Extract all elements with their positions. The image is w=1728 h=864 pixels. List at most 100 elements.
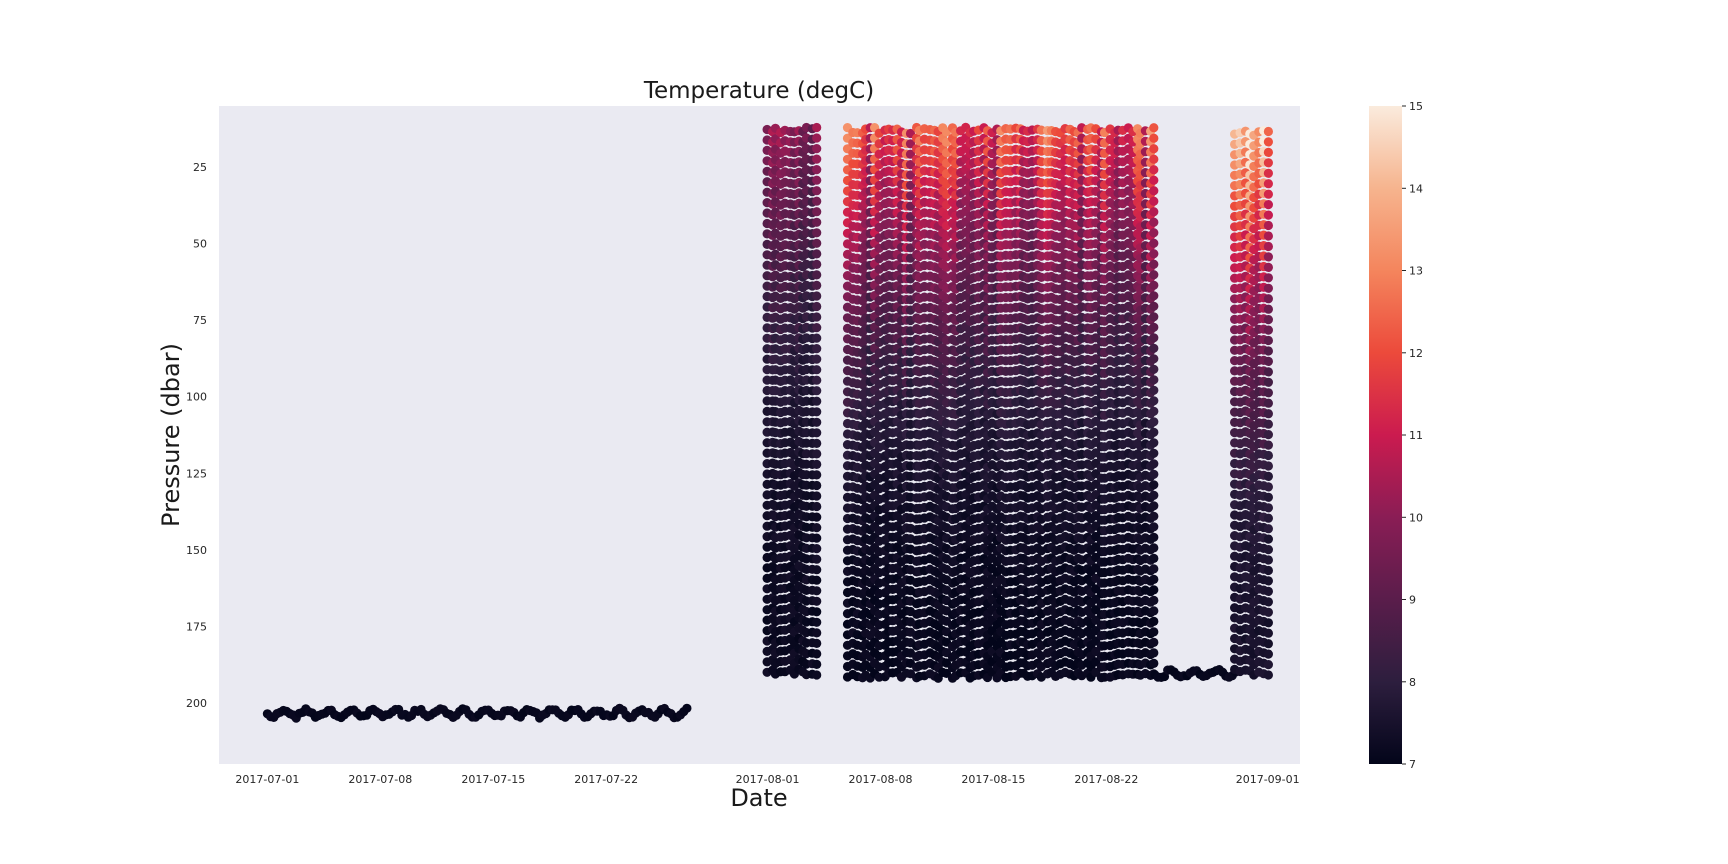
colorbar-tick-label: 7 bbox=[1409, 758, 1416, 771]
data-point bbox=[812, 228, 822, 238]
data-point bbox=[812, 217, 822, 227]
x-tick-label: 2017-07-15 bbox=[461, 773, 525, 786]
x-tick-label: 2017-08-22 bbox=[1074, 773, 1138, 786]
data-point bbox=[812, 386, 822, 396]
data-point bbox=[1149, 144, 1159, 154]
y-tick-label: 150 bbox=[186, 544, 207, 557]
data-point bbox=[812, 312, 822, 322]
data-point bbox=[812, 122, 822, 133]
data-point bbox=[1149, 333, 1159, 343]
data-point bbox=[1263, 189, 1273, 199]
data-point bbox=[905, 180, 916, 190]
data-point bbox=[812, 207, 822, 217]
data-point bbox=[812, 523, 822, 533]
data-point bbox=[1263, 367, 1273, 377]
data-point bbox=[812, 491, 822, 501]
data-point bbox=[1263, 304, 1273, 314]
data-point bbox=[1263, 545, 1273, 555]
data-point bbox=[812, 238, 822, 248]
x-tick-label: 2017-07-01 bbox=[235, 773, 299, 786]
data-point bbox=[905, 160, 916, 170]
data-point bbox=[1149, 375, 1159, 385]
data-point bbox=[812, 375, 822, 385]
data-point bbox=[812, 186, 822, 196]
data-point bbox=[1149, 501, 1159, 511]
data-point bbox=[812, 323, 822, 333]
data-point bbox=[812, 575, 822, 585]
data-point bbox=[1149, 249, 1159, 259]
data-point bbox=[1263, 346, 1273, 356]
data-point bbox=[812, 175, 822, 185]
data-point bbox=[1149, 427, 1159, 437]
data-point bbox=[1263, 335, 1273, 346]
data-point bbox=[812, 165, 822, 175]
data-point bbox=[1263, 377, 1273, 387]
data-point bbox=[812, 617, 822, 627]
data-point bbox=[1149, 364, 1159, 374]
data-point bbox=[1263, 294, 1273, 304]
data-point bbox=[1149, 259, 1159, 269]
colorbar-tick-label: 15 bbox=[1409, 100, 1423, 113]
data-point bbox=[1263, 639, 1273, 649]
data-point bbox=[812, 586, 822, 596]
data-point bbox=[1263, 524, 1273, 534]
data-point bbox=[812, 459, 822, 469]
data-point bbox=[1263, 325, 1273, 335]
data-point bbox=[1149, 165, 1159, 175]
y-tick-label: 50 bbox=[193, 238, 207, 251]
data-point bbox=[1263, 126, 1273, 137]
data-point bbox=[1149, 459, 1159, 469]
data-point bbox=[812, 344, 822, 354]
data-point bbox=[1149, 154, 1159, 164]
x-tick-label: 2017-07-22 bbox=[574, 773, 638, 786]
data-point bbox=[1263, 534, 1273, 544]
data-point bbox=[812, 438, 822, 448]
data-point bbox=[1263, 252, 1273, 262]
data-point bbox=[812, 354, 822, 364]
data-point bbox=[1263, 670, 1273, 680]
data-point bbox=[812, 607, 822, 617]
colorbar-tick-label: 11 bbox=[1409, 429, 1423, 442]
data-point bbox=[1149, 637, 1159, 648]
x-tick-label: 2017-09-01 bbox=[1236, 773, 1300, 786]
data-point bbox=[1149, 480, 1159, 490]
data-point bbox=[1263, 398, 1273, 408]
data-point bbox=[812, 659, 822, 670]
data-point bbox=[812, 154, 822, 164]
x-axis: 2017-07-01 2017-07-08 2017-07-15 2017-07-22… bbox=[235, 773, 1299, 786]
data-point bbox=[1263, 471, 1273, 481]
data-point bbox=[812, 280, 822, 290]
data-point bbox=[1149, 627, 1159, 637]
data-point bbox=[1263, 419, 1273, 429]
data-point bbox=[812, 638, 822, 649]
data-point bbox=[1263, 492, 1273, 502]
data-point bbox=[812, 670, 822, 680]
data-point bbox=[812, 554, 822, 564]
data-point bbox=[1263, 461, 1273, 471]
colorbar-tick-label: 14 bbox=[1409, 182, 1423, 195]
data-point bbox=[1263, 147, 1273, 157]
colorbar-tick-label: 12 bbox=[1409, 347, 1423, 360]
data-point bbox=[1263, 440, 1273, 450]
data-point bbox=[1263, 200, 1273, 210]
data-point bbox=[1149, 406, 1159, 416]
data-point bbox=[1149, 438, 1159, 448]
data-point bbox=[812, 544, 822, 554]
data-point bbox=[1263, 388, 1273, 398]
data-point bbox=[1149, 648, 1159, 658]
data-point bbox=[1263, 607, 1273, 617]
y-tick-label: 100 bbox=[186, 391, 207, 404]
data-point bbox=[812, 565, 822, 575]
data-point bbox=[1149, 343, 1159, 353]
data-point bbox=[1149, 228, 1159, 238]
data-point bbox=[1149, 417, 1159, 427]
colorbar-tick-label: 13 bbox=[1409, 265, 1423, 278]
data-point bbox=[1263, 220, 1273, 231]
y-tick-label: 200 bbox=[186, 697, 207, 710]
data-point bbox=[1263, 273, 1273, 283]
data-point bbox=[1149, 658, 1159, 669]
data-point bbox=[1149, 511, 1159, 521]
data-point bbox=[812, 133, 822, 143]
data-point bbox=[1263, 649, 1273, 659]
